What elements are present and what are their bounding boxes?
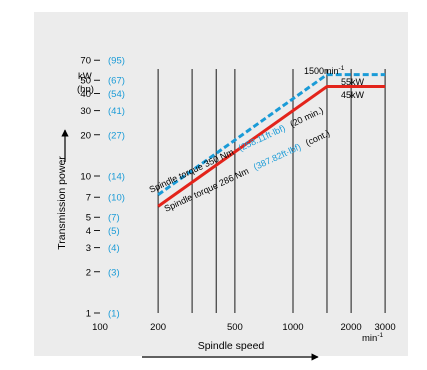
x-tick-label: 2000 bbox=[341, 322, 362, 333]
y-tick-label-hp: (4) bbox=[108, 243, 120, 254]
y-tick-label-kw: 40 bbox=[80, 89, 91, 100]
y-tick-label-kw: 30 bbox=[80, 106, 91, 117]
y-tick-label-kw: 20 bbox=[80, 130, 91, 141]
y-tick-label-kw: 1 bbox=[86, 309, 91, 320]
label-55kw: 55kW bbox=[341, 77, 365, 87]
y-tick-label-kw: 7 bbox=[86, 193, 91, 204]
y-tick-label-kw: 3 bbox=[86, 243, 91, 254]
x-axis-title: Spindle speed bbox=[198, 340, 265, 352]
y-tick-label-hp: (54) bbox=[108, 89, 125, 100]
y-tick-label-hp: (67) bbox=[108, 76, 125, 87]
y-tick-label-hp: (41) bbox=[108, 106, 125, 117]
y-tick-label-kw: 5 bbox=[86, 213, 91, 224]
y-axis-title: Transmission power bbox=[56, 156, 68, 250]
y-tick-label-hp: (5) bbox=[108, 226, 120, 237]
x-tick-label: 1000 bbox=[282, 322, 303, 333]
y-tick-label-kw: 2 bbox=[86, 267, 91, 278]
y-tick-label-hp: (95) bbox=[108, 56, 125, 67]
chart-panel bbox=[34, 12, 408, 356]
x-tick-label: 500 bbox=[227, 322, 243, 333]
y-tick-label-hp: (3) bbox=[108, 267, 120, 278]
label-45kw: 45kW bbox=[341, 90, 365, 100]
x-tick-label: 200 bbox=[150, 322, 166, 333]
y-tick-label-hp: (1) bbox=[108, 309, 120, 320]
series-line-20min bbox=[157, 73, 386, 196]
y-unit-kw: kW bbox=[78, 71, 92, 82]
x-tick-label: 100 bbox=[92, 322, 108, 333]
y-tick-label-kw: 10 bbox=[80, 172, 91, 183]
series-line-cont bbox=[157, 85, 386, 208]
y-tick-label-hp: (7) bbox=[108, 213, 120, 224]
y-tick-label-kw: 70 bbox=[80, 56, 91, 67]
x-tick-label: 3000 bbox=[375, 322, 396, 333]
y-tick-label-hp: (27) bbox=[108, 130, 125, 141]
y-tick-label-hp: (10) bbox=[108, 193, 125, 204]
x-unit: min-1 bbox=[362, 332, 383, 344]
y-tick-label-hp: (14) bbox=[108, 172, 125, 183]
y-tick-label-kw: 4 bbox=[86, 226, 91, 237]
label-1500rpm: 1500min-1 bbox=[304, 65, 345, 76]
y-unit-hp: (hp) bbox=[77, 84, 94, 95]
y-tick-label-kw: 50 bbox=[80, 76, 91, 87]
